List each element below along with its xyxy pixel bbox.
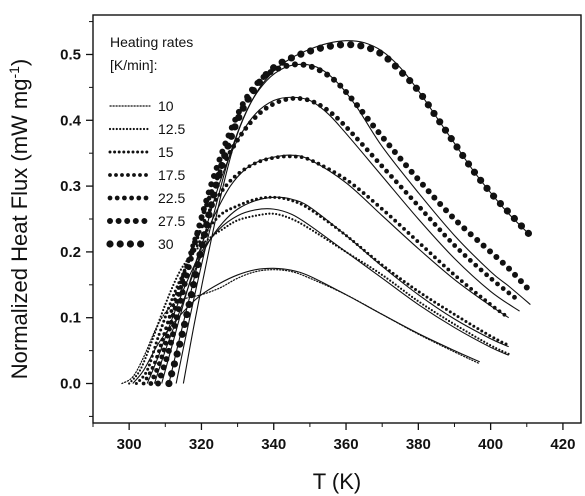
series-22.5 — [148, 95, 522, 386]
legend-label-17.5: 17.5 — [158, 167, 185, 183]
y-tick-label-0.3: 0.3 — [60, 178, 81, 195]
x-tick-label-360: 360 — [334, 436, 359, 453]
y-axis-title-sup: -1 — [6, 66, 22, 79]
series-measured-22.5 — [148, 95, 522, 386]
legend-entry-10: 10 — [109, 98, 174, 114]
series-measured-12.5 — [128, 212, 510, 385]
legend-label-12.5: 12.5 — [158, 121, 185, 137]
y-tick-label-0.1: 0.1 — [60, 310, 81, 327]
x-tick-label-420: 420 — [550, 436, 575, 453]
legend-title-line2: [K/min]: — [110, 57, 157, 73]
legend-entry-15: 15 — [108, 144, 174, 160]
series-30 — [165, 40, 534, 388]
y-axis-title-main: Normalized Heat Flux (mW mg — [7, 79, 32, 380]
y-axis-title-close: ) — [7, 59, 32, 66]
y-tick-label-0.5: 0.5 — [60, 46, 81, 63]
series-fit-22.5 — [168, 96, 520, 384]
legend-entry-17.5: 17.5 — [108, 167, 185, 183]
x-axis-title: T (K) — [313, 469, 361, 494]
y-tick-label-0.2: 0.2 — [60, 244, 81, 261]
series-fit-17.5 — [161, 154, 510, 384]
legend-entry-12.5: 12.5 — [108, 121, 185, 137]
axes-layer: 300 320 340 360 380 400 420 0.0 0.1 0.2 0.3 0.4 0.5 — [60, 21, 575, 453]
legend-label-22.5: 22.5 — [158, 190, 185, 206]
legend-label-10: 10 — [158, 98, 174, 114]
y-tick-label-0: 0.0 — [60, 376, 81, 393]
x-tick-label-380: 380 — [406, 436, 431, 453]
series-measured-15 — [134, 195, 511, 386]
series-layer — [121, 40, 534, 388]
legend-entry-27.5: 27.5 — [107, 213, 185, 229]
series-17.5 — [141, 154, 511, 386]
legend-label-27.5: 27.5 — [158, 213, 185, 229]
series-27.5 — [155, 61, 534, 387]
series-fit-27.5 — [175, 63, 531, 384]
series-15 — [134, 195, 511, 386]
legend-label-30: 30 — [158, 236, 174, 252]
y-tick-label-0.4: 0.4 — [60, 112, 82, 129]
legend-entry-30: 30 — [106, 236, 174, 252]
x-tick-label-320: 320 — [189, 436, 214, 453]
x-tick-label-340: 340 — [261, 436, 286, 453]
y-axis-title: Normalized Heat Flux (mW mg-1) — [6, 59, 32, 380]
series-measured-17.5 — [141, 154, 511, 386]
legend-title-line1: Heating rates — [110, 34, 193, 50]
legend: Heating rates [K/min]: 10 12.5 15 17.5 22.5 2… — [106, 34, 193, 252]
legend-label-15: 15 — [158, 144, 174, 160]
legend-entry-22.5: 22.5 — [107, 190, 185, 206]
series-fit-30 — [182, 40, 531, 384]
x-tick-label-300: 300 — [117, 436, 142, 453]
x-tick-label-400: 400 — [478, 436, 503, 453]
